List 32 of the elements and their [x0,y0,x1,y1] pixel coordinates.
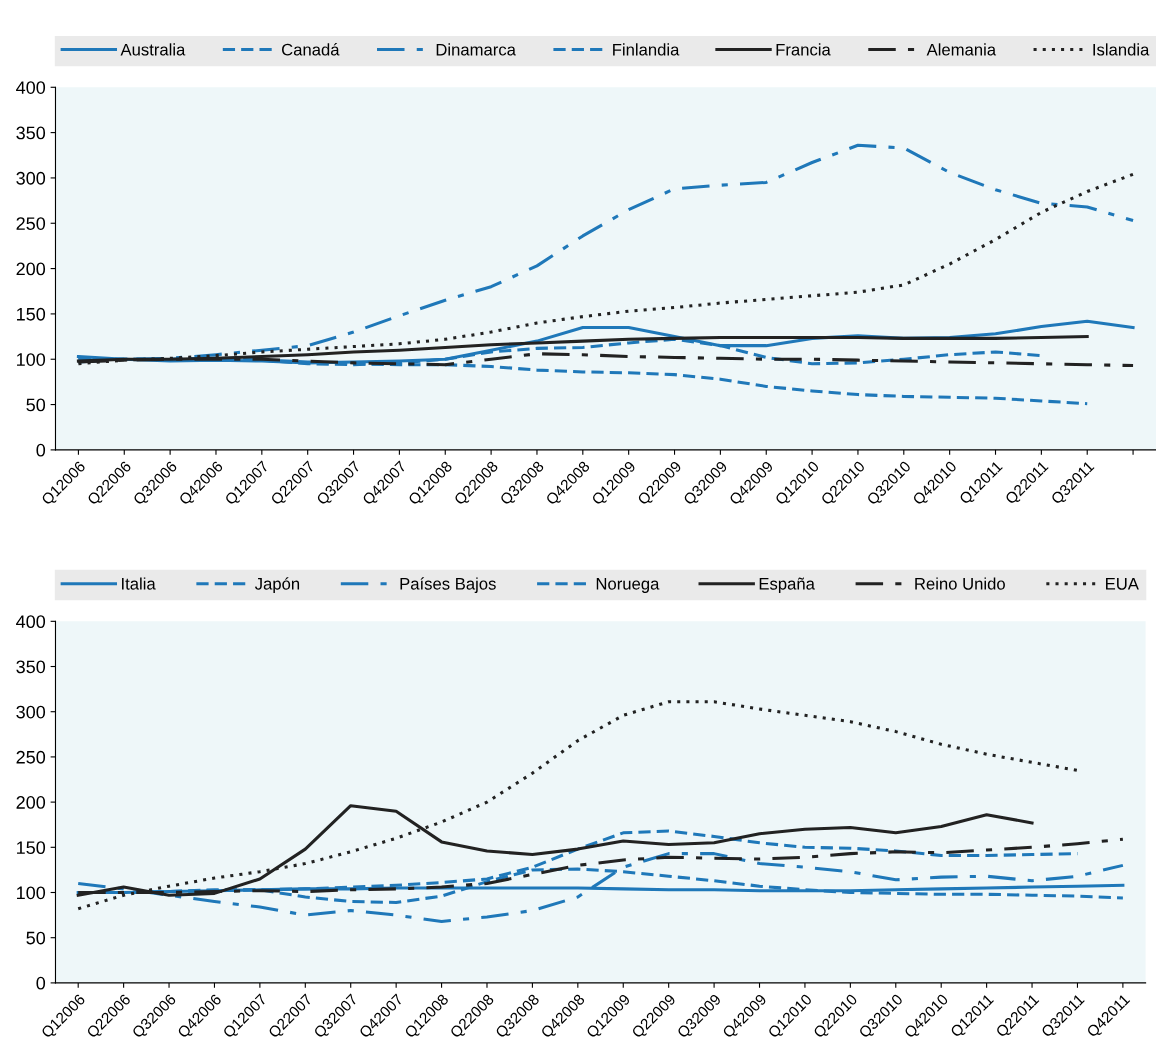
legend-label: Islandia [1093,43,1150,56]
y-tick-label: 350 [16,660,46,674]
y-tick-label: 50 [26,398,46,412]
y-tick-label: 300 [16,705,46,719]
legend-label: EUA [1106,578,1139,590]
y-tick-label: 400 [16,81,46,94]
legend-label: Alemania [926,43,997,56]
y-tick-label: 400 [16,615,46,629]
legend-label: Japón [254,577,300,593]
legend-label: Reino Unido [915,577,1005,590]
legend-label: Noruega [596,578,660,593]
y-tick-label: 150 [17,841,46,855]
y-tick-label: 100 [17,353,46,366]
y-tick-label: 150 [17,307,46,321]
legend-label: Países Bajos [400,577,496,593]
y-tick-label: 300 [16,171,46,185]
y-tick-label: 100 [17,886,46,900]
legend-label: Italia [122,577,156,590]
y-tick-label: 0 [36,443,46,457]
y-tick-label: 0 [36,976,46,990]
legend-label: Francia [776,43,831,56]
y-tick-label: 250 [16,217,46,230]
legend-label: España [759,577,815,593]
legend-label: Australia [120,43,186,56]
y-tick-label: 200 [16,262,46,276]
legend-label: Canadá [282,43,340,56]
y-tick-label: 200 [16,796,46,809]
y-tick-label: 50 [26,931,46,945]
y-tick-label: 250 [16,750,46,764]
legend-label: Dinamarca [436,43,516,56]
y-tick-label: 350 [16,126,46,140]
legend-label: Finlandia [613,43,680,56]
